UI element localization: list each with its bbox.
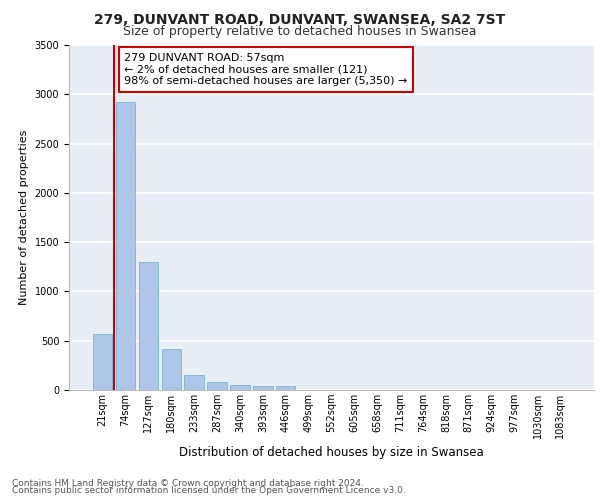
- Bar: [139, 262, 158, 390]
- Text: Contains public sector information licensed under the Open Government Licence v3: Contains public sector information licen…: [12, 486, 406, 495]
- Bar: [161, 349, 181, 390]
- Bar: [208, 382, 227, 390]
- Text: Contains HM Land Registry data © Crown copyright and database right 2024.: Contains HM Land Registry data © Crown c…: [12, 478, 364, 488]
- Text: Size of property relative to detached houses in Swansea: Size of property relative to detached ho…: [123, 25, 477, 38]
- Y-axis label: Number of detached properties: Number of detached properties: [19, 130, 29, 305]
- Bar: [230, 386, 250, 390]
- Bar: [253, 386, 272, 390]
- Bar: [184, 374, 204, 390]
- Text: 279 DUNVANT ROAD: 57sqm
← 2% of detached houses are smaller (121)
98% of semi-de: 279 DUNVANT ROAD: 57sqm ← 2% of detached…: [124, 53, 408, 86]
- Bar: [93, 334, 112, 390]
- Text: 279, DUNVANT ROAD, DUNVANT, SWANSEA, SA2 7ST: 279, DUNVANT ROAD, DUNVANT, SWANSEA, SA2…: [94, 12, 506, 26]
- X-axis label: Distribution of detached houses by size in Swansea: Distribution of detached houses by size …: [179, 446, 484, 460]
- Bar: [116, 102, 135, 390]
- Bar: [276, 386, 295, 390]
